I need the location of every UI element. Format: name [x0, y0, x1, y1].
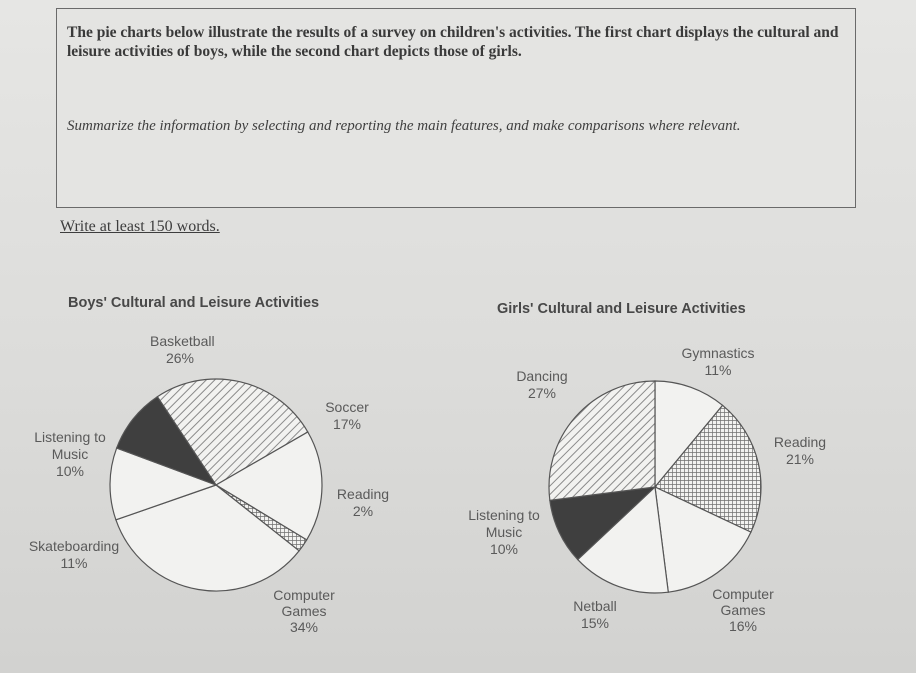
girls-label-netball: Netball 15%: [560, 598, 630, 632]
slice-value: 11%: [60, 555, 88, 571]
slice-name: Listening to Music: [34, 429, 106, 462]
slice-value: 10%: [489, 541, 519, 557]
slice-value: 10%: [55, 463, 85, 479]
girls-label-gymnastics: Gymnastics 11%: [668, 345, 768, 379]
slice-name: Netball: [573, 598, 617, 614]
girls-slice-netball: [576, 485, 669, 594]
slice-name: Gymnastics: [681, 345, 755, 361]
girls-slice-computer-games: [654, 485, 752, 593]
prompt-title: The pie charts below illustrate the resu…: [67, 24, 839, 60]
slice-name: Computer Games: [712, 586, 774, 618]
girls-label-dancing: Dancing 27%: [504, 368, 580, 402]
girls-label-listening-to-music: Listening to Music 10%: [456, 507, 552, 558]
slice-name: Dancing: [516, 368, 568, 384]
boys-slice-basketball: [156, 378, 309, 486]
girls-label-computer-games: Computer Games 16%: [700, 586, 786, 634]
girls-slice-gymnastics: [654, 380, 724, 489]
boys-slice-computer-games: [115, 484, 300, 592]
boys-pie: [109, 378, 323, 592]
girls-slice-dancing: [548, 380, 656, 501]
girls-chart-title: Girls' Cultural and Leisure Activities: [497, 301, 746, 317]
slice-name: Computer Games: [273, 587, 335, 619]
boys-label-basketball: Basketball 26%: [150, 333, 215, 367]
prompt-box: The pie charts below illustrate the resu…: [56, 8, 856, 208]
girls-slice-reading: [654, 404, 762, 533]
boys-slice-skateboarding: [109, 447, 218, 521]
boys-chart-title: Boys' Cultural and Leisure Activities: [68, 295, 320, 311]
boys-label-skateboarding: Skateboarding 11%: [16, 538, 132, 572]
slice-name: Listening to Music: [468, 507, 540, 540]
slice-value: 16%: [728, 618, 758, 634]
slice-value: 27%: [527, 385, 557, 401]
boys-slice-listening-to-music: [115, 395, 218, 487]
slice-name: Skateboarding: [28, 538, 120, 554]
girls-pie: [548, 380, 762, 594]
slice-name: Soccer: [325, 399, 369, 415]
girls-label-reading: Reading 21%: [764, 434, 836, 468]
slice-name: Reading: [773, 434, 827, 450]
slice-value: 17%: [332, 416, 362, 432]
slice-name: Reading: [336, 486, 390, 502]
slice-value: 26%: [165, 350, 195, 366]
boys-label-listening-to-music: Listening to Music 10%: [18, 429, 122, 480]
boys-slice-soccer: [214, 431, 323, 541]
slice-value: 11%: [704, 362, 732, 378]
slice-value: 15%: [580, 615, 610, 631]
slice-name: Basketball: [150, 333, 215, 349]
word-count-instruction: Write at least 150 words.: [60, 218, 220, 235]
boys-label-soccer: Soccer 17%: [318, 399, 376, 433]
boys-label-computer-games: Computer Games 34%: [264, 587, 344, 635]
prompt-instruction: Summarize the information by selecting a…: [67, 118, 741, 134]
slice-value: 2%: [352, 503, 374, 519]
slice-value: 21%: [785, 451, 815, 467]
slice-value: 34%: [289, 619, 319, 635]
boys-label-reading: Reading 2%: [330, 486, 396, 520]
